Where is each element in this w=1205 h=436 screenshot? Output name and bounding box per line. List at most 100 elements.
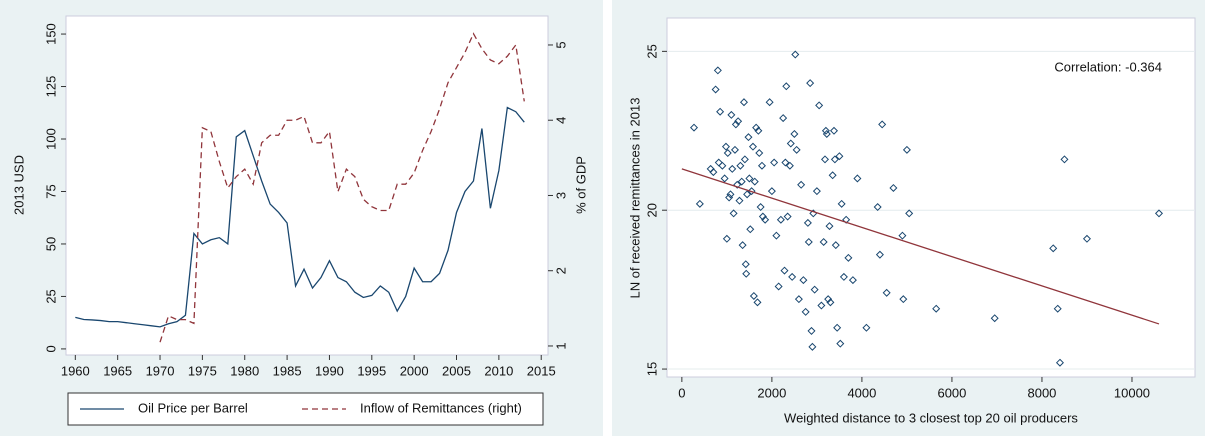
scatter-point xyxy=(835,152,844,161)
scatter-point xyxy=(833,323,842,332)
scatter-point xyxy=(756,203,765,212)
y-tick-label: 100 xyxy=(43,128,58,150)
y2-tick-label: 4 xyxy=(553,117,568,124)
scatter-point xyxy=(739,98,748,107)
scatter-point xyxy=(785,161,794,170)
series-line xyxy=(159,32,525,343)
scatter-point xyxy=(726,190,735,199)
scatter-point xyxy=(737,177,746,186)
scatter-point xyxy=(721,142,730,151)
scatter-point xyxy=(781,158,790,167)
plot-area xyxy=(65,15,549,356)
y2-tick-label: 1 xyxy=(553,342,568,349)
scatter-point xyxy=(695,199,704,208)
scatter-point xyxy=(780,266,789,275)
scatter-point xyxy=(734,117,743,126)
scatter-point xyxy=(758,212,767,221)
scatter-point xyxy=(788,272,797,281)
scatter-point xyxy=(801,307,810,316)
y-tick-label: 125 xyxy=(43,76,58,98)
scatter-point xyxy=(783,212,792,221)
x-tick-label: 1980 xyxy=(230,363,259,378)
scatter-point xyxy=(875,250,884,259)
y-tick-label: 75 xyxy=(43,184,58,198)
x-tick-label: 1960 xyxy=(61,363,90,378)
scatter-point xyxy=(753,298,762,307)
scatter-point xyxy=(770,158,779,167)
scatter-point xyxy=(740,155,749,164)
scatter-point xyxy=(831,241,840,250)
scatter-point xyxy=(743,190,752,199)
scatter-point xyxy=(842,215,851,224)
scatter-point xyxy=(765,98,774,107)
scatter-point xyxy=(747,187,756,196)
legend-label: Inflow of Remittances (right) xyxy=(360,400,522,415)
scatter-point xyxy=(990,314,999,323)
scatter-point xyxy=(825,222,834,231)
scatter-point xyxy=(772,231,781,240)
scatter-point xyxy=(844,253,853,262)
scatter-point xyxy=(839,272,848,281)
x-tick-label: 0 xyxy=(678,385,685,400)
y2-tick-label: 3 xyxy=(553,192,568,199)
scatter-point xyxy=(836,339,845,348)
scatter-point xyxy=(815,101,824,110)
scatter-point xyxy=(898,231,907,240)
scatter-point xyxy=(782,82,791,91)
scatter-point xyxy=(779,114,788,123)
scatter-point xyxy=(819,237,828,246)
x-tick-label: 10000 xyxy=(1114,385,1150,400)
legend-label: Oil Price per Barrel xyxy=(138,400,248,415)
scatter-point xyxy=(727,110,736,119)
scatter-point xyxy=(749,291,758,300)
scatter-point xyxy=(690,123,699,132)
scatter-point xyxy=(794,295,803,304)
scatter-point xyxy=(755,149,764,158)
scatter-point xyxy=(808,342,817,351)
fit-line xyxy=(681,168,1160,325)
x-tick-label: 2010 xyxy=(484,363,513,378)
scatter-point xyxy=(824,295,833,304)
scatter-point xyxy=(720,174,729,183)
scatter-point xyxy=(741,260,750,269)
scatter-point xyxy=(797,180,806,189)
scatter-point xyxy=(738,241,747,250)
scatter-point xyxy=(716,107,725,116)
scatter-point xyxy=(848,276,857,285)
y-tick-label: 0 xyxy=(43,345,58,352)
x-tick-label: 4000 xyxy=(847,385,876,400)
scatter-point xyxy=(862,323,871,332)
x-tick-label: 1965 xyxy=(103,363,132,378)
scatter-point xyxy=(745,174,754,183)
x-tick-label: 1970 xyxy=(146,363,175,378)
scatter-point xyxy=(889,183,898,192)
y2-tick-label: 2 xyxy=(553,267,568,274)
y-tick-label: 25 xyxy=(644,44,659,58)
x-tick-label: 1990 xyxy=(315,363,344,378)
scatter-point xyxy=(822,129,831,138)
y-tick-label: 150 xyxy=(43,23,58,45)
scatter-point xyxy=(905,209,914,218)
scatter-point xyxy=(812,187,821,196)
scatter-point xyxy=(735,196,744,205)
x-tick-label: 1975 xyxy=(188,363,217,378)
x-tick-label: 6000 xyxy=(937,385,966,400)
x-tick-label: 2000 xyxy=(400,363,429,378)
x-tick-label: 1985 xyxy=(273,363,302,378)
scatter-point xyxy=(744,133,753,142)
scatter-point xyxy=(730,145,739,154)
x-axis-label: Weighted distance to 3 closest top 20 oi… xyxy=(784,410,1078,425)
scatter-point xyxy=(722,234,731,243)
scatter-point xyxy=(826,298,835,307)
scatter-point xyxy=(899,295,908,304)
scatter-point xyxy=(711,85,720,94)
scatter-point xyxy=(709,168,718,177)
scatter-point xyxy=(742,269,751,278)
scatter-point xyxy=(733,180,742,189)
scatter-point xyxy=(1055,358,1064,367)
scatter-point xyxy=(828,171,837,180)
scatter-point xyxy=(799,276,808,285)
scatter-point xyxy=(878,120,887,129)
scatter-point xyxy=(728,164,737,173)
